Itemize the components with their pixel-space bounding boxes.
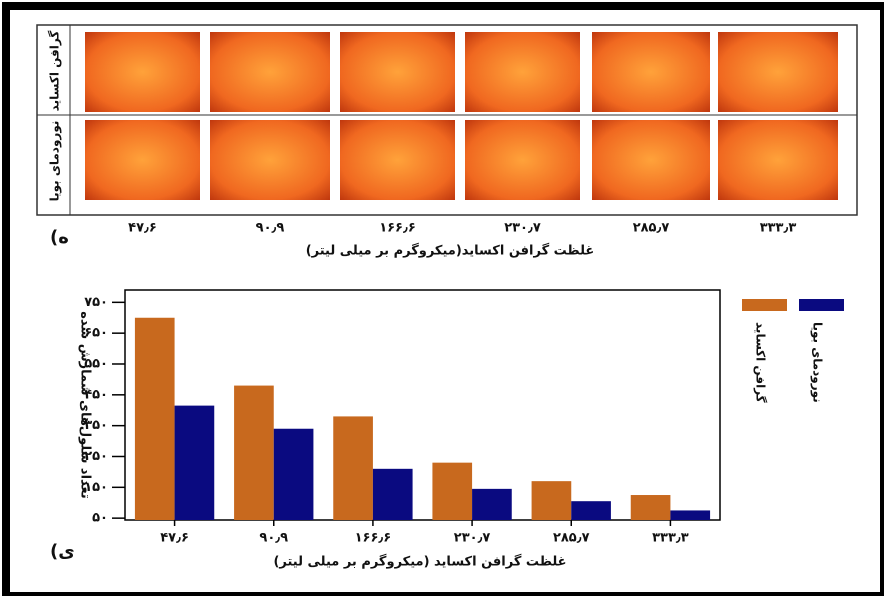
- micrograph: [340, 120, 455, 200]
- legend-swatch: [799, 299, 844, 311]
- x-tick-label: ۲۳۰٫۷: [454, 531, 491, 546]
- micrograph: [592, 120, 710, 200]
- micrograph: [718, 32, 838, 112]
- y-tick-label: ۲۵۰: [84, 449, 108, 464]
- x-tick-label: ۹۰٫۹: [259, 531, 288, 546]
- bar: [373, 469, 413, 520]
- bar: [571, 501, 611, 520]
- micrograph: [210, 32, 330, 112]
- bar: [631, 495, 671, 520]
- image-column-label: ۴۷٫۶: [128, 221, 157, 236]
- y-tick-label: ۵۵۰: [84, 356, 108, 371]
- micrograph: [465, 120, 580, 200]
- legend-label: گرافن اکساید: [754, 322, 768, 403]
- image-column-label: ۱۶۶٫۶: [379, 221, 416, 236]
- x-tick-label: ۳۳۳٫۳: [652, 531, 689, 546]
- micrograph: [465, 32, 580, 112]
- bar: [333, 416, 373, 520]
- micrograph: [85, 120, 200, 200]
- micrograph: [340, 32, 455, 112]
- bar: [472, 489, 512, 520]
- image-column-label: ۲۳۰٫۷: [504, 221, 541, 236]
- micrograph: [718, 120, 838, 200]
- y-tick-label: ۳۵۰: [84, 418, 108, 433]
- bar: [274, 429, 314, 520]
- panel-label: (ه: [50, 227, 69, 248]
- y-tick-label: ۱۵۰: [84, 480, 108, 495]
- bar: [532, 481, 572, 520]
- y-tick-label: ۵۰: [92, 511, 108, 526]
- image-column-label: ۳۳۳٫۳: [760, 221, 797, 236]
- micrograph: [85, 32, 200, 112]
- micrograph: [210, 120, 330, 200]
- bar: [670, 510, 710, 520]
- micrograph: [592, 32, 710, 112]
- image-column-label: ۲۸۵٫۷: [633, 221, 670, 236]
- image-row-label: گرافن اکساید: [48, 31, 62, 112]
- x-tick-label: ۱۶۶٫۶: [355, 531, 392, 546]
- bar: [432, 463, 472, 520]
- x-tick-label: ۲۸۵٫۷: [553, 531, 590, 546]
- image-row-label: نورودمای بویا: [48, 121, 63, 202]
- panel-label: (ی: [50, 541, 75, 562]
- y-tick-label: ۷۵۰: [84, 295, 108, 310]
- y-tick-label: ۴۵۰: [84, 387, 108, 402]
- bar: [175, 406, 215, 520]
- y-tick-label: ۶۵۰: [84, 326, 108, 341]
- image-column-label: ۹۰٫۹: [256, 221, 285, 236]
- legend-swatch: [742, 299, 787, 311]
- image-x-label: غلظت گرافن اکساید(میکروگرم بر میلی لیتر): [306, 243, 595, 259]
- bar: [135, 318, 175, 520]
- bar: [234, 386, 274, 520]
- legend-label: نورودمای بویا: [810, 322, 825, 403]
- figure: (ه غلظت گرافن اکساید(میکروگرم بر میلی لی…: [0, 0, 884, 596]
- x-axis-label: غلظت گرافن اکساید (میکروگرم بر میلی لیتر…: [273, 554, 566, 570]
- x-tick-label: ۴۷٫۶: [160, 531, 189, 546]
